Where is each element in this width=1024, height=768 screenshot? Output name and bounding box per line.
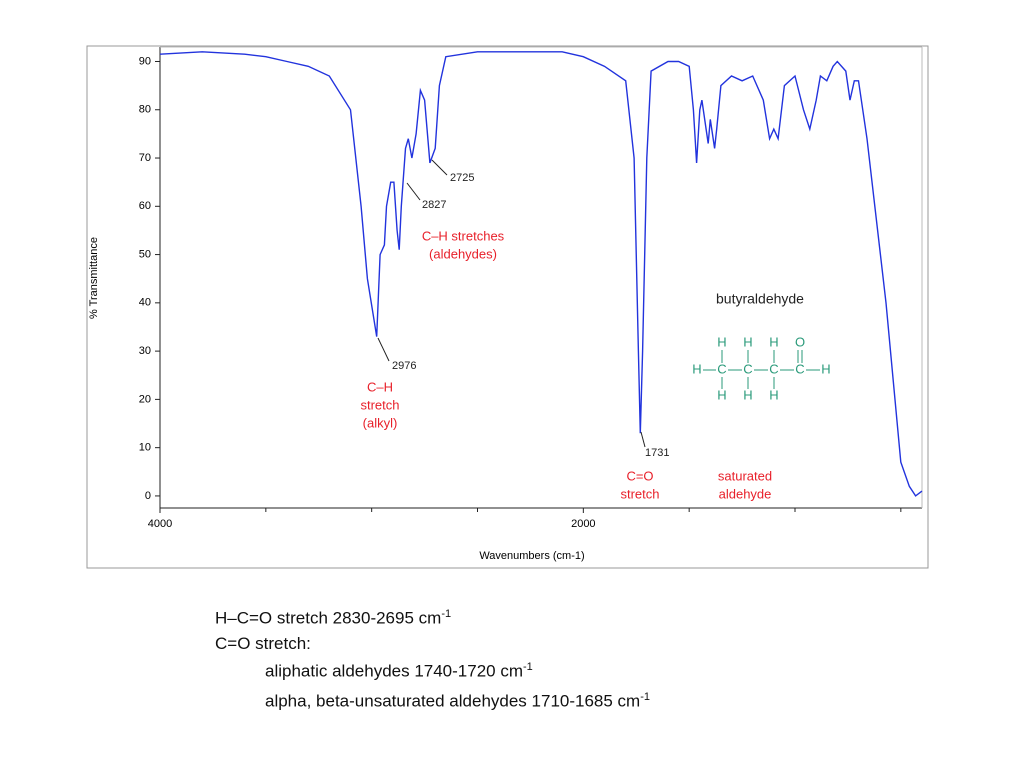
annotation: (aldehydes): [429, 246, 497, 261]
annotation: C–H: [367, 379, 393, 394]
atom: H: [769, 387, 778, 402]
annotation: 2827: [422, 199, 446, 211]
frame: [86, 45, 929, 569]
annotation: (alkyl): [363, 415, 398, 430]
y-tick-label: 0: [145, 490, 151, 502]
y-tick-label: 30: [139, 345, 151, 357]
y-tick-label: 20: [139, 393, 151, 405]
note-line: aliphatic aldehydes 1740-1720 cm-1: [265, 661, 533, 682]
atom: H: [717, 387, 726, 402]
y-tick-label: 40: [139, 297, 151, 309]
note-line: alpha, beta-unsaturated aldehydes 1710-1…: [265, 691, 650, 712]
y-tick-label: 90: [139, 55, 151, 67]
atom: H: [717, 334, 726, 349]
y-tick-label: 60: [139, 200, 151, 212]
atom: C: [795, 361, 804, 376]
note-text: H–C=O stretch 2830-2695 cm: [215, 608, 442, 628]
note-line: H–C=O stretch 2830-2695 cm-1: [215, 608, 451, 629]
atom: C: [769, 361, 778, 376]
note-superscript: -1: [523, 661, 533, 673]
annotation: 2725: [450, 172, 474, 184]
x-axis-label: Wavenumbers (cm-1): [479, 550, 584, 562]
note-text: C=O stretch:: [215, 634, 311, 653]
leader-line: [640, 431, 646, 448]
y-axis-label: % Transmittance: [88, 237, 100, 319]
atom: O: [795, 334, 805, 349]
note-text: alpha, beta-unsaturated aldehydes 1710-1…: [265, 691, 641, 711]
y-tick-label: 70: [139, 152, 151, 164]
note-line: C=O stretch:: [215, 634, 311, 654]
note-superscript: -1: [441, 608, 452, 620]
x-tick-label: 4000: [148, 518, 172, 530]
atom: H: [743, 387, 752, 402]
y-tick-label: 80: [139, 104, 151, 116]
annotation: stretch: [360, 397, 399, 412]
spectrum-line: [159, 51, 923, 497]
annotation: 1731: [645, 447, 669, 459]
leader-line: [406, 182, 421, 201]
atom: C: [717, 361, 726, 376]
note-text: aliphatic aldehydes 1740-1720 cm: [265, 661, 524, 681]
note-superscript: -1: [640, 691, 650, 703]
atom: H: [821, 361, 830, 376]
leader-line: [377, 337, 390, 362]
atom: H: [692, 361, 701, 376]
annotation: stretch: [620, 486, 659, 501]
annotation: C=O: [626, 468, 653, 483]
atom: C: [743, 361, 752, 376]
y-tick-label: 50: [139, 248, 151, 260]
leader-line: [431, 159, 448, 176]
atom: H: [743, 334, 752, 349]
annotation: aldehyde: [719, 486, 772, 501]
annotation: saturated: [718, 468, 772, 483]
annotation: 2976: [392, 360, 416, 372]
annotation: butyraldehyde: [716, 291, 804, 307]
x-tick-label: 2000: [571, 518, 595, 530]
atom: H: [769, 334, 778, 349]
y-tick-label: 10: [139, 442, 151, 454]
annotation: C–H stretches: [422, 228, 505, 243]
